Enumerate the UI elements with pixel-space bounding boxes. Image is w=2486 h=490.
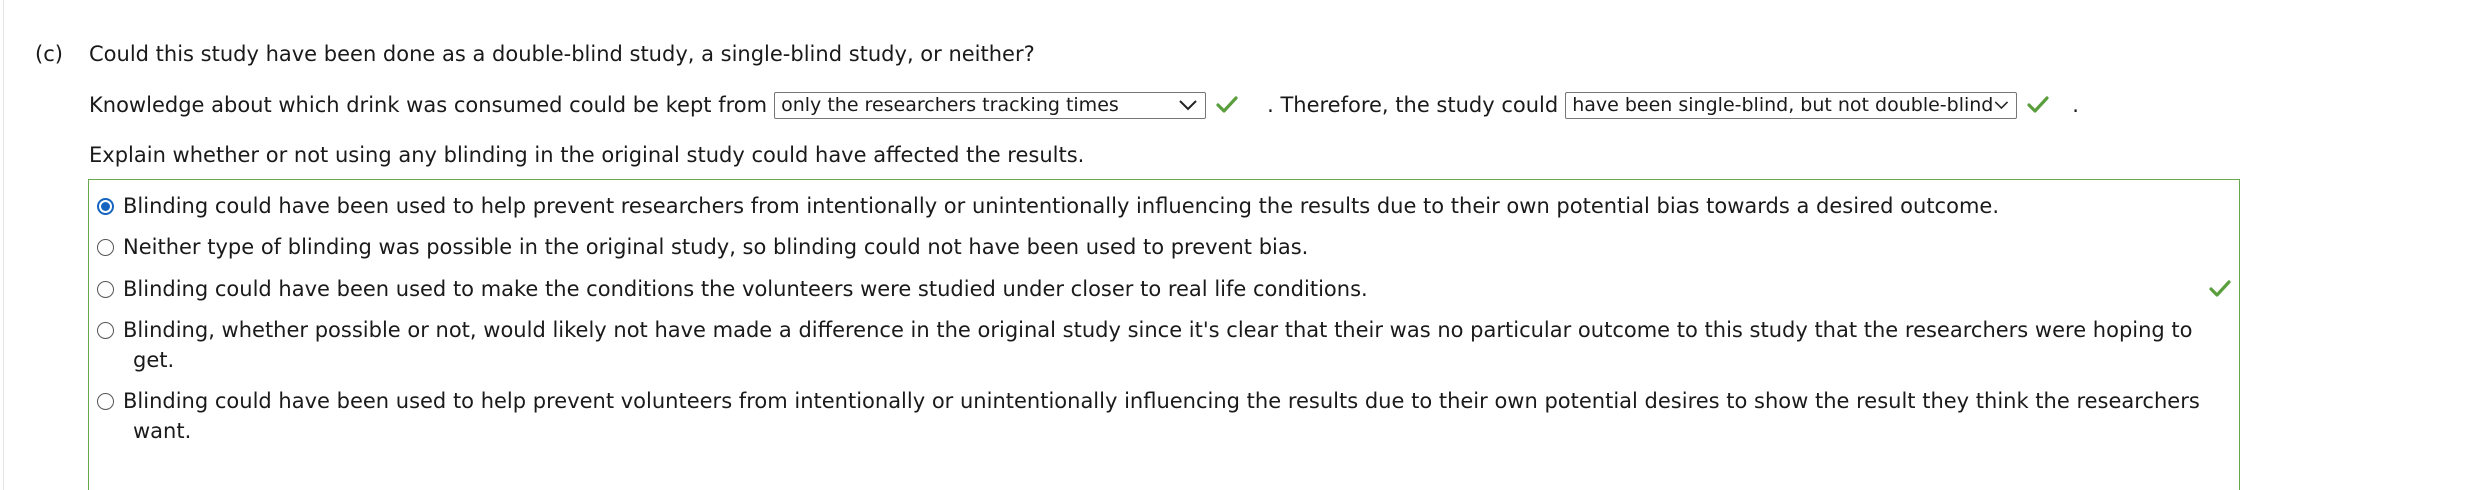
answer-option[interactable]: Blinding could have been used to help pr… <box>97 386 2227 446</box>
explain-prompt: Explain whether or not using any blindin… <box>89 141 1084 169</box>
option-label: Blinding, whether possible or not, would… <box>123 315 2227 375</box>
option-label-line1: Blinding, whether possible or not, would… <box>123 318 2193 342</box>
answer-options-box: Blinding could have been used to help pr… <box>88 179 2240 490</box>
answer-option[interactable]: Blinding could have been used to make th… <box>97 274 2227 304</box>
knowledge-middle: . Therefore, the study could <box>1267 93 1558 117</box>
radio-button[interactable] <box>97 239 114 256</box>
checkmark-icon <box>2208 279 2232 299</box>
radio-button[interactable] <box>97 322 114 339</box>
knowledge-source-value: only the researchers tracking times <box>781 94 1119 116</box>
radio-button[interactable] <box>97 198 114 215</box>
study-type-value: have been single-blind, but not double-b… <box>1572 94 1993 116</box>
answer-option[interactable]: Neither type of blinding was possible in… <box>97 232 2227 262</box>
study-type-select[interactable]: have been single-blind, but not double-b… <box>1565 92 2017 119</box>
radio-button[interactable] <box>97 393 114 410</box>
checkmark-icon <box>2026 95 2050 115</box>
chevron-down-icon <box>1177 98 1199 112</box>
knowledge-sentence: Knowledge about which drink was consumed… <box>89 88 2079 122</box>
part-label: (c) <box>35 40 63 68</box>
knowledge-prefix: Knowledge about which drink was consumed… <box>89 93 767 117</box>
knowledge-source-select[interactable]: only the researchers tracking times <box>774 92 1206 119</box>
answer-option[interactable]: Blinding could have been used to help pr… <box>97 191 2227 221</box>
left-divider <box>3 0 4 490</box>
knowledge-suffix: . <box>2072 93 2079 117</box>
option-label: Neither type of blinding was possible in… <box>123 232 2227 262</box>
chevron-down-icon <box>1993 98 2010 112</box>
option-label-line1: Blinding could have been used to help pr… <box>123 389 2200 413</box>
option-label-line2: want. <box>123 416 2227 446</box>
option-label: Blinding could have been used to help pr… <box>123 386 2227 446</box>
option-label-line2: get. <box>123 345 2227 375</box>
radio-button[interactable] <box>97 281 114 298</box>
option-label: Blinding could have been used to help pr… <box>123 191 2227 221</box>
question-text: Could this study have been done as a dou… <box>89 40 1035 68</box>
checkmark-icon <box>1215 95 1239 115</box>
option-label: Blinding could have been used to make th… <box>123 274 2227 304</box>
answer-option[interactable]: Blinding, whether possible or not, would… <box>97 315 2227 375</box>
